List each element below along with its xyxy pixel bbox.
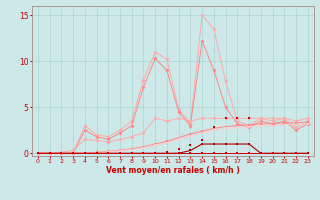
X-axis label: Vent moyen/en rafales ( km/h ): Vent moyen/en rafales ( km/h ) [106,166,240,175]
